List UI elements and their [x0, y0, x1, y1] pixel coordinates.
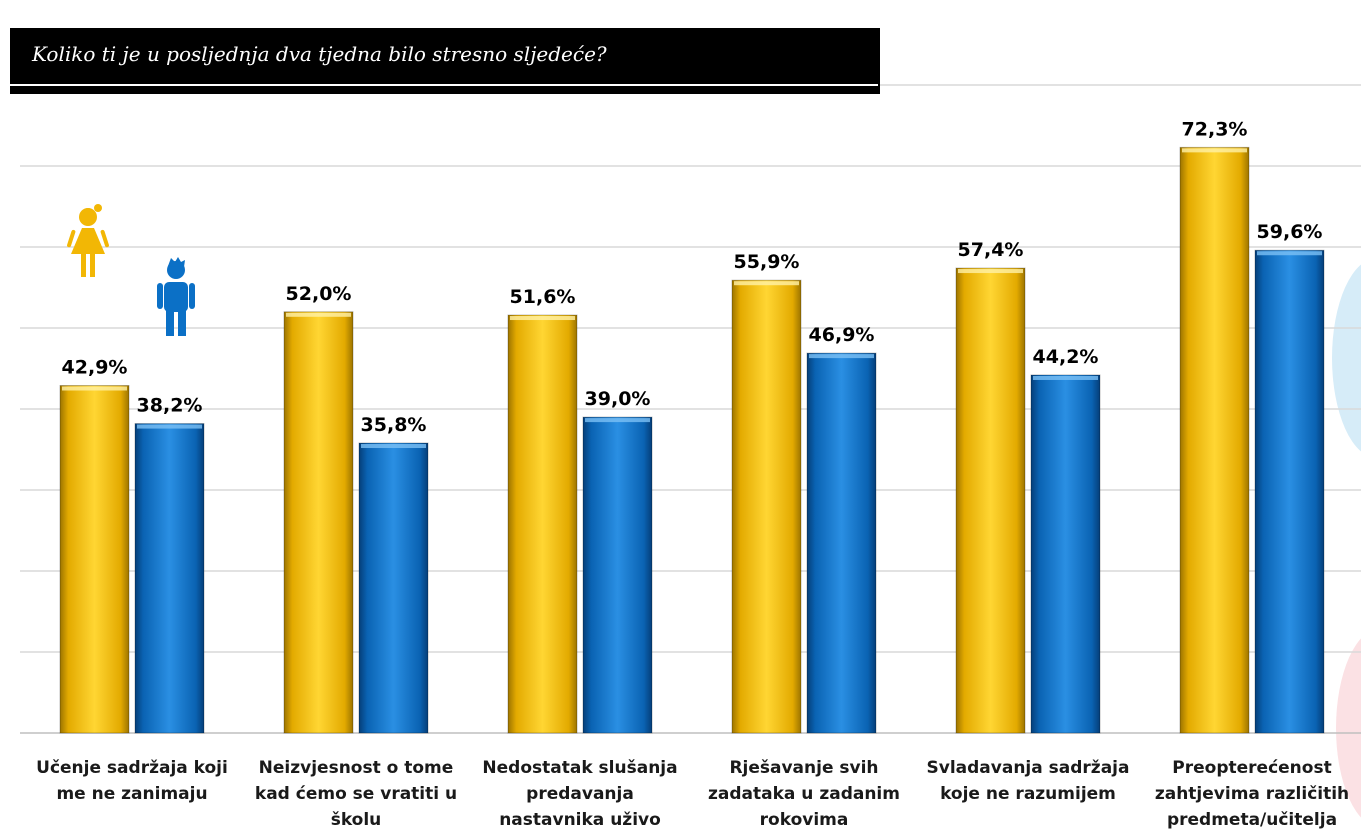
bar-male: [358, 442, 429, 734]
data-label: 38,2%: [137, 395, 203, 417]
bar-male: [1030, 374, 1101, 734]
category-labels: Učenje sadržaja koji me ne zanimaju Neizvj…: [36, 758, 1349, 830]
bar-male: [134, 423, 205, 734]
bar-male: [1254, 249, 1325, 734]
data-label: 44,2%: [1033, 346, 1099, 368]
bar-female: [955, 267, 1026, 734]
category-label: Preopterećenost zahtjevima različitih pred…: [1155, 758, 1349, 830]
girl-icon: [67, 204, 109, 277]
data-label: 57,4%: [958, 239, 1024, 261]
chart-title: Koliko ti je u posljednja dva tjedna bil…: [32, 42, 607, 66]
bar-highlight: [1182, 148, 1247, 153]
data-label: 42,9%: [62, 357, 128, 379]
bar-highlight: [585, 418, 650, 423]
data-label: 35,8%: [361, 414, 427, 436]
bar-highlight: [137, 424, 202, 429]
bar-female: [1179, 146, 1250, 734]
category-label: Nedostatak slušanja predavanja nastavnika …: [482, 758, 677, 830]
boy-icon: [157, 257, 195, 336]
bar-female: [59, 385, 130, 734]
data-label: 39,0%: [585, 388, 651, 410]
bar-highlight: [361, 444, 426, 449]
bar-highlight: [510, 316, 575, 321]
bar-female: [507, 314, 578, 734]
category-label: Učenje sadržaja koji me ne zanimaju: [36, 758, 228, 804]
bar-highlight: [809, 354, 874, 359]
bar-highlight: [62, 386, 127, 391]
bar-highlight: [734, 281, 799, 286]
bar-highlight: [1257, 251, 1322, 256]
bar-female: [731, 279, 802, 734]
bar-highlight: [958, 269, 1023, 274]
chart-title-box: Koliko ti je u posljednja dva tjedna bil…: [10, 28, 880, 94]
data-label: 46,9%: [809, 324, 875, 346]
bars: [59, 146, 1325, 734]
data-label: 72,3%: [1182, 118, 1248, 140]
category-label: Svladavanja sadržaja koje ne razumijem: [927, 758, 1130, 804]
data-label: 52,0%: [286, 283, 352, 305]
bar-male: [582, 416, 653, 734]
bar-highlight: [286, 312, 351, 317]
category-label: Neizvjesnost o tome kad ćemo se vratiti u…: [255, 758, 457, 830]
bar-female: [283, 311, 354, 734]
category-label: Rješavanje svih zadataka u zadanim rokovim…: [708, 758, 900, 830]
bar-highlight: [1033, 375, 1098, 380]
bar-male: [806, 352, 877, 734]
data-label: 51,6%: [510, 286, 576, 308]
gridlines: [20, 84, 1361, 734]
data-label: 55,9%: [734, 251, 800, 273]
value-labels: 42,9% 38,2% 52,0% 35,8% 51,6% 39,0% 55,9% 46,9%…: [62, 118, 1323, 436]
data-label: 59,6%: [1257, 221, 1323, 243]
title-underline: [10, 84, 878, 86]
